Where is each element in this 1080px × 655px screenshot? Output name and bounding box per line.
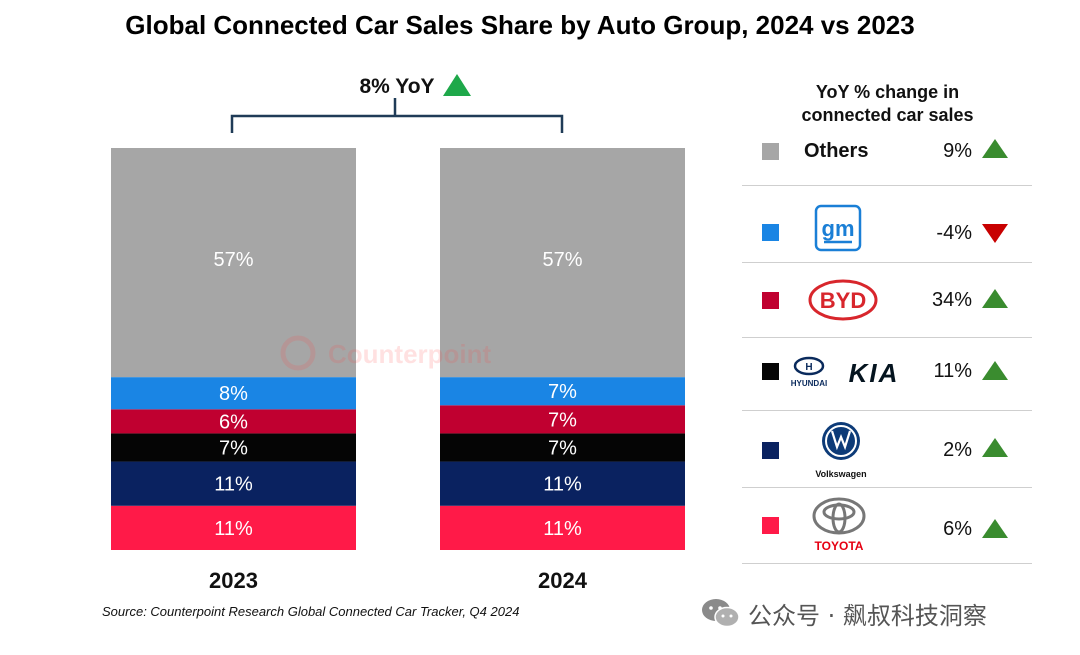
svg-text:Counterpoint: Counterpoint [328,339,492,369]
bar-segment-2024-gm [440,377,685,406]
legend-title: YoY % change in connected car sales [801,82,974,125]
svg-text:TOYOTA: TOYOTA [815,539,864,553]
legend-yoy-hyundai-kia: 11% [933,360,972,382]
byd-logo-icon: BYD [808,279,878,321]
bar-segment-2023-byd [111,409,356,434]
data-label-2023-toyota: 11% [214,518,253,540]
legend-row-gm: gm -4% [742,186,1032,262]
bar-segment-2024-others [440,148,685,378]
legend-label-others: Others [804,140,869,162]
legend-row-hyundai-kia: H HYUNDAI KIA 11% [742,338,1032,410]
hyundai-logo-icon: H HYUNDAI [791,356,827,388]
up-arrow-icon [982,361,1008,380]
row-divider [742,410,1032,411]
data-label-2024-volkswagen: 11% [543,474,582,496]
wechat-icon [702,599,740,628]
data-label-2023-hyundai-kia: 7% [219,437,248,459]
data-label-2023-byd: 6% [219,411,248,433]
category-label-2024: 2024 [538,568,588,593]
chart-title: Global Connected Car Sales Share by Auto… [125,10,915,40]
gm-logo-icon: gm [814,204,862,252]
legend-yoy-others: 9% [943,140,972,162]
svg-text:BYD: BYD [820,288,866,313]
legend-yoy-byd: 34% [931,289,972,311]
bar-segment-2023-gm [111,377,356,410]
data-label-2024-byd: 7% [548,409,577,431]
legend-swatch-others [762,143,779,160]
legend-swatch-toyota [762,517,779,534]
bar-segment-2024-hyundai-kia [440,433,685,462]
legend-swatch-volkswagen [762,442,779,459]
row-divider [742,563,1032,564]
bar-segment-2024-toyota [440,505,685,550]
legend-row-others: Others 9% [742,132,1032,184]
bar-segment-2023-toyota [111,505,356,550]
watermark-text: 公众号 · 飙叔科技洞察 [748,602,987,630]
bar-segment-2024-byd [440,405,685,434]
svg-text:Volkswagen: Volkswagen [815,469,866,479]
legend-swatch-byd [762,292,779,309]
legend-row-byd: BYD 34% [742,263,1032,337]
svg-text:HYUNDAI: HYUNDAI [791,379,827,388]
total-yoy-up-arrow-icon [443,74,471,96]
legend-row-volkswagen: Volkswagen 2% [742,411,1032,487]
data-label-2024-gm: 7% [548,381,577,403]
data-label-2024-hyundai-kia: 7% [548,437,577,459]
yoy-bracket [230,98,564,133]
data-label-2024-toyota: 11% [543,518,582,540]
svg-text:gm: gm [822,216,855,241]
row-divider [742,185,1032,186]
toyota-logo-icon: TOYOTA [812,497,866,553]
data-label-2023-others: 57% [213,249,253,271]
legend-swatch-hyundai-kia [762,363,779,380]
svg-text:KIA: KIA [849,358,900,388]
legend-yoy-volkswagen: 2% [943,439,972,461]
up-arrow-icon [982,139,1008,158]
legend-yoy-toyota: 6% [943,518,972,540]
bar-segment-2023-others [111,148,356,378]
row-divider [742,487,1032,488]
data-label-2024-others: 57% [542,249,582,271]
total-yoy-label: 8% YoY [359,75,434,98]
row-divider [742,337,1032,338]
up-arrow-icon [982,519,1008,538]
volkswagen-logo-icon: Volkswagen [815,422,867,479]
stacked-bar-chart: 11% 11% 7% 6% 8% 57% 11% 11% 7% 7% 7% 57% 8% YoY 20… [111,74,685,593]
source-note: Source: Counterpoint Research Global Con… [102,604,520,619]
legend-swatch-gm [762,224,779,241]
counterpoint-watermark: Counterpoint [280,335,492,371]
up-arrow-icon [982,438,1008,457]
bar-segment-2024-volkswagen [440,461,685,506]
legend-yoy-gm: -4% [936,222,972,244]
legend-row-toyota: TOYOTA 6% [742,488,1032,562]
svg-text:H: H [805,362,812,373]
data-label-2023-volkswagen: 11% [214,474,253,496]
data-label-2023-gm: 8% [219,383,248,405]
row-divider [742,262,1032,263]
up-arrow-icon [982,289,1008,308]
bar-segment-2023-hyundai-kia [111,433,356,462]
kia-logo-icon: KIA [849,358,900,388]
down-arrow-icon [982,224,1008,243]
bar-segment-2023-volkswagen [111,461,356,506]
category-label-2023: 2023 [209,568,258,593]
